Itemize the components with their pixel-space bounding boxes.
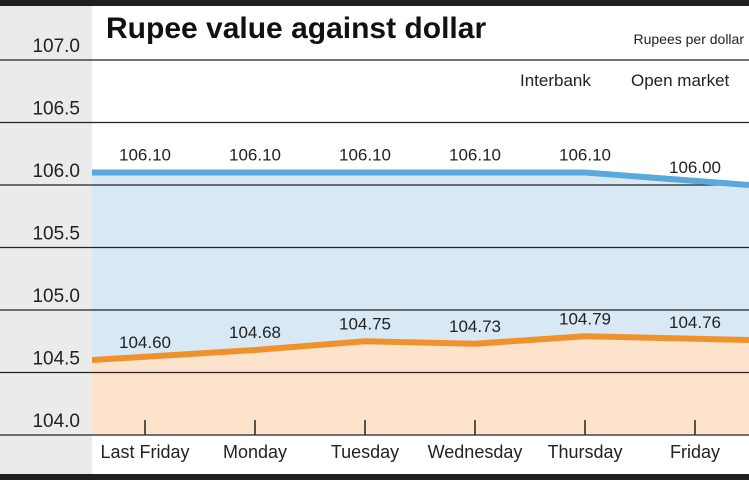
interbank-fill (92, 336, 749, 435)
y-tick-label: 105.5 (32, 224, 80, 245)
x-tick-label: Monday (223, 442, 287, 462)
y-tick-label: 104.0 (32, 411, 80, 432)
chart-title: Rupee value against dollar (106, 12, 486, 45)
interbank-line (91, 333, 749, 363)
interbank-data-label: 104.60 (119, 333, 171, 352)
top-frame-bar (0, 0, 749, 6)
x-tick-label: Friday (670, 442, 720, 462)
y-tick-label: 104.5 (32, 349, 80, 370)
open-market-fill (92, 172, 749, 360)
legend-open-market: Open market (631, 71, 730, 90)
open-market-data-label: 106.10 (229, 146, 281, 165)
interbank-data-label: 104.75 (339, 314, 391, 333)
title-background (92, 6, 749, 50)
x-tick-label: Tuesday (331, 442, 399, 462)
open-market-data-label: 106.10 (339, 146, 391, 165)
open-market-line (92, 169, 749, 188)
x-tick-label: Wednesday (428, 442, 523, 462)
x-tick-label: Thursday (547, 442, 622, 462)
open-market-data-label: 106.10 (449, 146, 501, 165)
open-market-data-label: 106.00 (669, 158, 721, 177)
y-tick-label: 107.0 (32, 36, 80, 57)
bottom-frame-bar (0, 474, 749, 480)
interbank-data-label: 104.79 (559, 309, 611, 328)
interbank-data-label: 104.68 (229, 323, 281, 342)
y-tick-label: 105.0 (32, 286, 80, 307)
open-market-data-label: 106.10 (119, 146, 171, 165)
open-market-data-label: 106.10 (559, 146, 611, 165)
unit-label: Rupees per dollar (633, 31, 744, 47)
legend-interbank: Interbank (520, 71, 591, 90)
interbank-data-label: 104.73 (449, 317, 501, 336)
interbank-data-label: 104.76 (669, 313, 721, 332)
x-tick-label: Last Friday (100, 442, 189, 462)
y-axis-band (0, 6, 92, 474)
y-tick-label: 106.0 (32, 161, 80, 182)
y-tick-label: 106.5 (32, 99, 80, 120)
